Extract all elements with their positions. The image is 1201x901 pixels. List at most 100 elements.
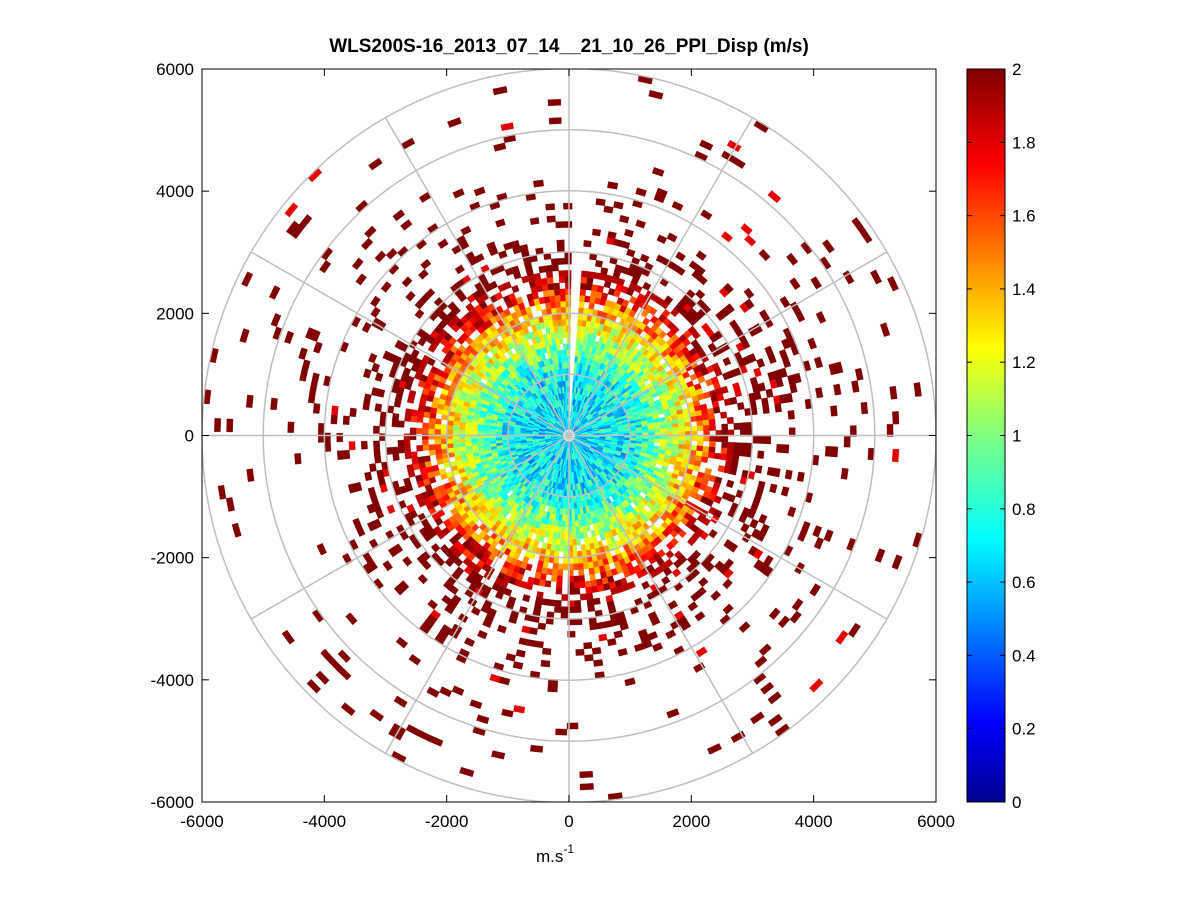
data-cell [578, 301, 585, 309]
data-cell [577, 319, 583, 327]
data-cell [435, 448, 443, 455]
data-cell [859, 228, 873, 244]
data-cell [422, 422, 430, 429]
data-cell [758, 248, 771, 262]
data-cell [440, 438, 448, 445]
data-cell [675, 265, 686, 276]
data-cell [842, 270, 855, 285]
x-axis-label: m.s-1 [536, 842, 574, 866]
data-cell [684, 435, 692, 441]
data-cell [593, 659, 604, 667]
y-tick-label: 0 [185, 427, 194, 446]
data-cell [348, 441, 356, 451]
data-cell [452, 442, 460, 448]
data-cell [558, 331, 564, 339]
data-cell [547, 685, 558, 693]
data-cell [559, 538, 565, 546]
data-cell [559, 288, 566, 296]
data-cell [721, 441, 729, 449]
data-cell [744, 298, 755, 310]
data-cell [343, 449, 351, 460]
data-cell [660, 439, 667, 444]
data-cell [767, 190, 782, 204]
data-cell [564, 251, 572, 259]
x-tick-label: -2000 [425, 812, 468, 831]
data-cell [592, 597, 601, 606]
data-cell [696, 425, 704, 432]
data-cell [307, 392, 316, 404]
data-cell [892, 411, 900, 425]
data-cell [410, 451, 418, 459]
data-cell [428, 423, 436, 430]
data-cell [564, 361, 568, 369]
data-cell [374, 403, 383, 412]
data-cell [754, 465, 763, 474]
data-cell [391, 446, 399, 455]
data-cell [557, 569, 564, 577]
data-cell [887, 275, 899, 292]
data-cell [595, 198, 606, 206]
data-cell [703, 435, 710, 442]
data-cell [558, 270, 566, 277]
data-cell [446, 429, 454, 435]
data-cell [666, 427, 674, 433]
data-cell [695, 415, 703, 422]
data-cell [739, 422, 747, 430]
data-cell [422, 428, 429, 435]
data-cell [729, 467, 738, 476]
data-cell [724, 303, 735, 314]
data-cell [554, 599, 562, 607]
data-cell [561, 319, 567, 326]
data-cell [600, 267, 609, 275]
y-tick-label: 4000 [156, 182, 194, 201]
data-cell [423, 455, 431, 463]
data-cell [723, 282, 734, 294]
data-cell [603, 205, 614, 214]
data-cell [782, 357, 791, 368]
data-cell [544, 580, 552, 588]
data-cell [403, 439, 411, 447]
data-cell [369, 463, 377, 473]
data-cell [546, 277, 554, 285]
colorbar-tick-label: 0 [1012, 793, 1021, 812]
data-cell [550, 301, 557, 309]
data-cell [483, 431, 490, 435]
data-cell [571, 520, 576, 528]
data-cell [563, 539, 569, 546]
data-cell [434, 443, 442, 450]
data-cell [573, 581, 580, 589]
data-cell [410, 415, 418, 423]
data-cell [596, 285, 605, 293]
data-cell [753, 323, 763, 334]
data-cell [530, 744, 544, 753]
data-cell [471, 426, 478, 432]
data-cell [565, 380, 568, 387]
data-cell [541, 283, 549, 292]
data-cell [570, 496, 574, 503]
data-cell [294, 453, 302, 465]
data-cell [565, 282, 572, 289]
x-tick-label: 4000 [795, 812, 833, 831]
data-cell [675, 251, 686, 262]
data-cell [678, 439, 686, 445]
data-cell [422, 439, 429, 446]
data-cell [565, 496, 569, 503]
data-cell [807, 337, 817, 350]
data-cell [374, 455, 382, 464]
data-cell [392, 453, 400, 461]
data-cell [526, 639, 536, 647]
data-cell [738, 449, 746, 457]
data-cell [563, 221, 573, 228]
data-cell [563, 202, 573, 210]
data-cell [725, 454, 734, 462]
colorbar [966, 68, 1006, 803]
data-cell [696, 440, 704, 447]
data-cell [560, 612, 568, 620]
data-cell [373, 425, 380, 434]
data-cell [721, 423, 729, 431]
data-cell [477, 430, 484, 435]
data-cell [540, 659, 551, 668]
y-tick-label: -6000 [151, 793, 194, 812]
data-cell [564, 368, 568, 375]
data-cell [886, 424, 894, 437]
